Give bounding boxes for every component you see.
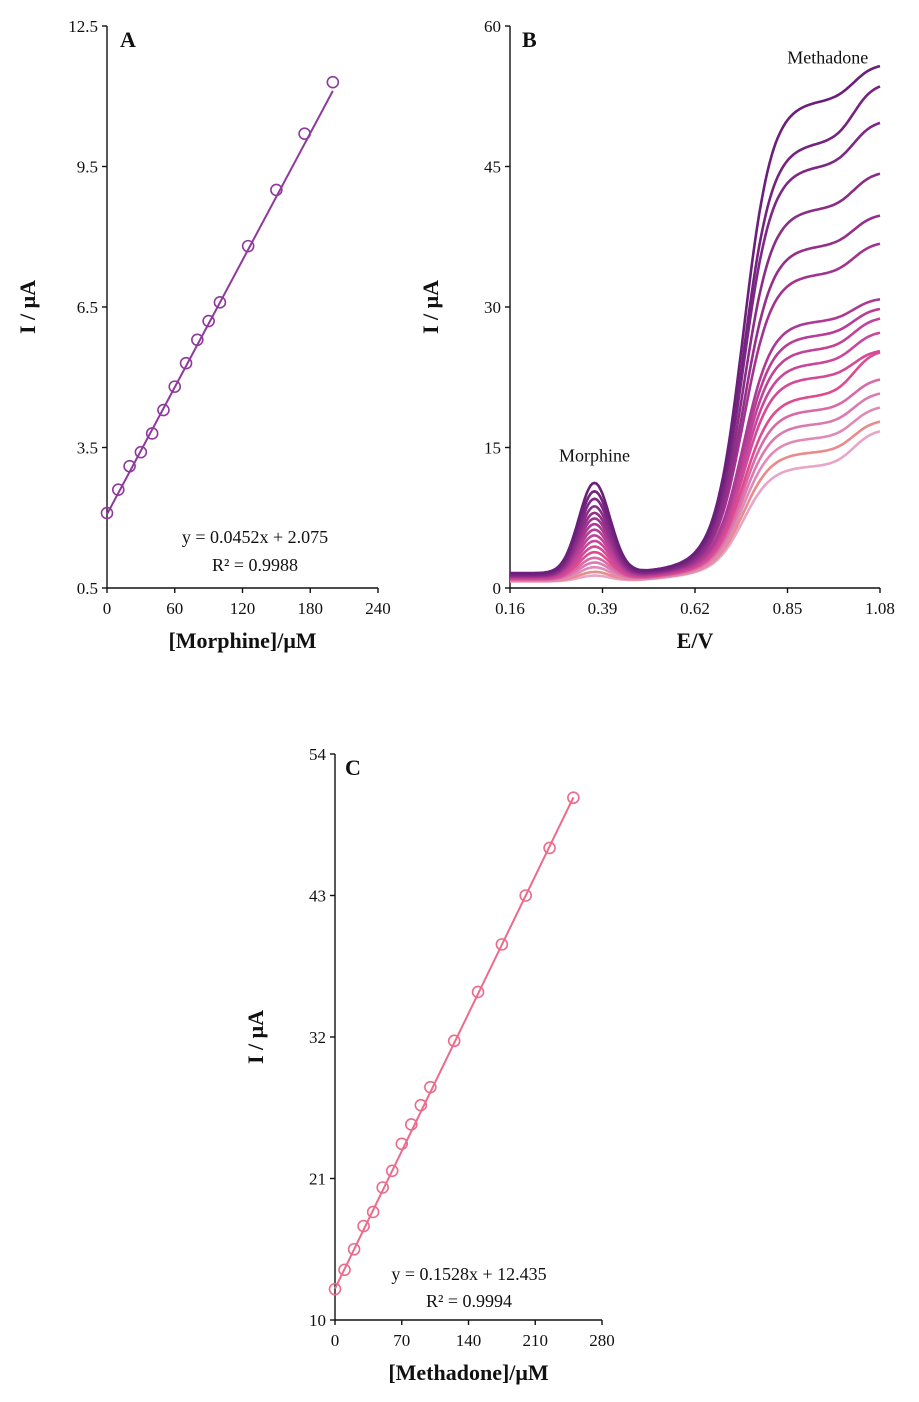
panel-a-data-point: [213, 296, 227, 309]
panel-b-y-tick-label: 30: [484, 298, 501, 317]
panel-c-data-point: [347, 1242, 361, 1256]
panel-b-voltammogram-curve: [510, 214, 881, 578]
panel-a-data-point: [111, 483, 125, 496]
panel-a-data-point: [298, 127, 311, 141]
panel-c-y-tick-label: 43: [309, 887, 326, 906]
panel-a-fit-line: [106, 90, 334, 515]
panel-b-annotation-methadone: Methadone: [787, 47, 868, 67]
panel-c-x-tick-label: 70: [393, 1331, 410, 1350]
panel-c-data-point: [366, 1205, 380, 1219]
panel-a-letter: A: [120, 27, 136, 52]
panel-b-y-axis-label: I / μA: [418, 280, 443, 334]
panel-b-y-tick-label: 45: [484, 158, 501, 177]
panel-c-data-point: [519, 889, 533, 902]
panel-c-y-tick-label: 32: [309, 1028, 326, 1047]
panel-c-x-tick-label: 280: [589, 1331, 615, 1350]
panel-a-data-point: [157, 403, 170, 417]
panel-c-x-tick-label: 210: [523, 1331, 549, 1350]
panel-c-data-point: [395, 1137, 409, 1151]
panel-a-data-point: [145, 427, 159, 440]
panel-c-data-point: [357, 1219, 370, 1233]
panel-a-y-tick-label: 3.5: [77, 439, 98, 458]
panel-b-x-tick-label: 1.08: [865, 599, 895, 618]
panel-c-data-point: [385, 1164, 399, 1178]
panel-a-data-point: [100, 506, 114, 520]
panel-b-voltammogram-curve: [510, 64, 881, 575]
panel-c-y-tick-label: 10: [309, 1311, 326, 1330]
panel-c-y-axis-label: I / μA: [243, 1010, 268, 1064]
panel-b-y-tick-label: 15: [484, 439, 501, 458]
panel-c-equation: y = 0.1528x + 12.435: [391, 1264, 546, 1284]
panel-c-y-tick-label: 21: [309, 1170, 326, 1189]
panel-a-y-tick-label: 6.5: [77, 298, 98, 317]
panel-b-x-tick-label: 0.85: [773, 599, 803, 618]
panel-c-data-point: [471, 985, 485, 999]
panel-b-x-tick-label: 0.62: [680, 599, 710, 618]
panel-c-x-tick-label: 140: [456, 1331, 482, 1350]
panel-c-data-point: [404, 1118, 418, 1131]
panel-a-y-tick-label: 12.5: [68, 17, 98, 36]
panel-c-data-point: [495, 938, 509, 951]
panel-a-y-tick-label: 9.5: [77, 158, 98, 177]
panel-b-y-tick-label: 60: [484, 17, 501, 36]
panel-c-data-point: [567, 791, 580, 805]
panel-c-data-point: [543, 841, 556, 855]
panel-a-equation: y = 0.0452x + 2.075: [182, 527, 328, 547]
panel-a-x-tick-label: 60: [166, 599, 183, 618]
panel-a-data-point: [168, 380, 182, 393]
panel-c-data-point: [424, 1080, 437, 1094]
panel-c-data-point: [414, 1098, 428, 1112]
panel-c-y-tick-label: 54: [309, 745, 327, 764]
panel-a-y-axis-label: I / μA: [15, 280, 40, 334]
panel-a-y-tick-label: 0.5: [77, 579, 98, 598]
panel-a-x-tick-label: 240: [365, 599, 391, 618]
panel-a-data-point: [179, 356, 193, 370]
panel-a-x-axis-label: [Morphine]/μM: [168, 628, 316, 653]
panel-b-x-tick-label: 0.16: [495, 599, 525, 618]
panel-a-data-point: [123, 459, 136, 473]
panel-c-r-squared: R² = 0.9994: [426, 1291, 512, 1311]
panel-c-data-point: [328, 1282, 342, 1296]
panel-b-voltammogram-curve: [510, 172, 881, 577]
panel-c-letter: C: [345, 755, 361, 780]
panel-a-x-tick-label: 180: [298, 599, 324, 618]
panel-b-letter: B: [522, 27, 537, 52]
panel-c-data-point: [376, 1181, 389, 1194]
panel-a-data-point: [134, 445, 148, 459]
panel-a-data-point: [326, 75, 340, 89]
panel-b-y-tick-label: 0: [493, 579, 502, 598]
panel-a-data-point: [191, 333, 204, 347]
panel-c-x-axis-label: [Methadone]/μM: [388, 1360, 549, 1385]
panel-a-r-squared: R² = 0.9988: [212, 555, 298, 575]
panel-c-data-point: [447, 1034, 461, 1048]
panel-b-annotation-morphine: Morphine: [559, 446, 630, 466]
panel-b-voltammogram-curve: [510, 85, 881, 576]
panel-a-x-tick-label: 120: [230, 599, 256, 618]
panel-a-data-point: [270, 183, 283, 197]
panel-a-data-point: [202, 314, 215, 328]
panel-a-data-point: [241, 239, 255, 253]
panel-b-x-tick-label: 0.39: [588, 599, 618, 618]
panel-a-x-tick-label: 0: [103, 599, 112, 618]
panel-c-data-point: [338, 1263, 351, 1277]
panel-c-x-tick-label: 0: [331, 1331, 340, 1350]
panel-b-voltammogram-curve: [510, 378, 881, 581]
panel-b-x-axis-label: E/V: [677, 628, 714, 653]
